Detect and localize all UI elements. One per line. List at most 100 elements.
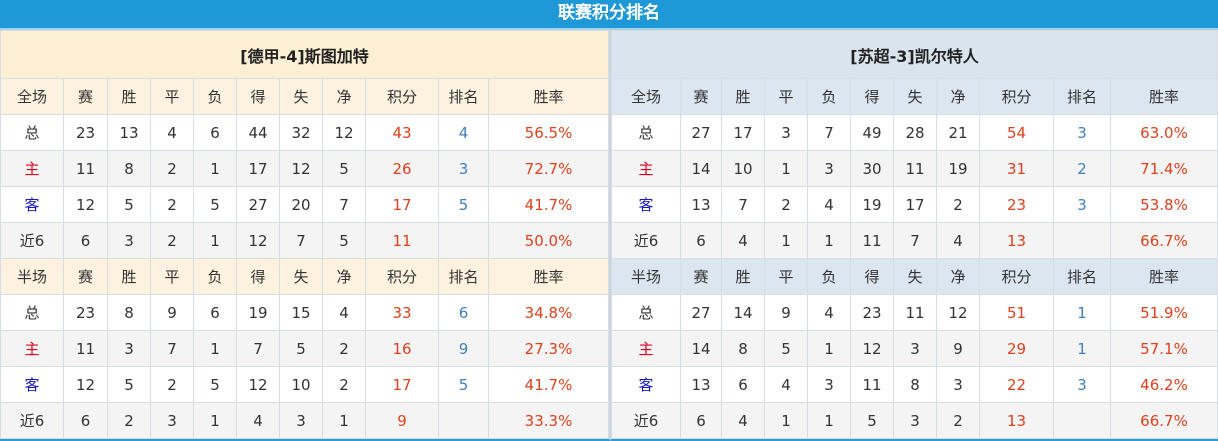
played: 6 [680,222,722,259]
rank: 2 [1053,150,1111,187]
goals-against: 20 [279,186,323,223]
row-label: 客 [0,366,64,403]
header-wins: 胜 [107,258,151,295]
win-rate: 71.4% [1110,150,1218,187]
draws: 1 [764,402,808,439]
header-goals-for: 得 [236,258,280,295]
draws: 1 [764,222,808,259]
table-row: 近6 6 4 1 1 11 7 4 13 66.7% [611,222,1218,259]
header-goal-diff: 净 [936,258,980,295]
points: 13 [979,402,1054,439]
header-points: 积分 [365,78,439,115]
header-wins: 胜 [107,78,151,115]
goals-against: 17 [893,186,937,223]
table-row: 总 23 13 4 6 44 32 12 43 4 56.5% [0,114,609,151]
rank [1053,402,1111,439]
draws: 2 [150,186,194,223]
header-points: 积分 [365,258,439,295]
header-win-rate: 胜率 [1110,78,1218,115]
draws: 2 [150,366,194,403]
team-name: [苏超-3]凯尔特人 [611,30,1218,79]
draws: 2 [150,222,194,259]
header-row-label: 半场 [0,258,64,295]
table-row: 客 12 5 2 5 27 20 7 17 5 41.7% [0,186,609,223]
draws: 7 [150,330,194,367]
table-row: 近6 6 3 2 1 12 7 5 11 50.0% [0,222,609,259]
header-points: 积分 [979,78,1054,115]
row-label: 近6 [0,402,64,439]
table-row: 主 11 8 2 1 17 12 5 26 3 72.7% [0,150,609,187]
points: 54 [979,114,1054,151]
rank: 3 [1053,366,1111,403]
draws: 5 [764,330,808,367]
goals-for: 11 [850,366,894,403]
losses: 1 [193,330,237,367]
goal-diff: 12 [936,294,980,331]
column-header-row: 半场赛胜平负得失净积分 排名 胜率 [611,258,1218,295]
goals-for: 4 [236,402,280,439]
goals-against: 15 [279,294,323,331]
column-header-row: 半场赛胜平负得失净积分 排名 胜率 [0,258,609,295]
goals-against: 3 [279,402,323,439]
goals-for: 27 [236,186,280,223]
goals-for: 19 [236,294,280,331]
header-rank: 排名 [438,258,489,295]
rank: 3 [1053,114,1111,151]
header-played: 赛 [680,258,722,295]
wins: 7 [721,186,765,223]
goal-diff: 5 [322,150,366,187]
header-win-rate: 胜率 [1110,258,1218,295]
wins: 13 [107,114,151,151]
goals-against: 7 [279,222,323,259]
wins: 5 [107,366,151,403]
win-rate: 41.7% [488,366,609,403]
row-label: 主 [611,150,681,187]
table-row: 主 14 10 1 3 30 11 19 31 2 71.4% [611,150,1218,187]
header-goal-diff: 净 [322,78,366,115]
win-rate: 33.3% [488,402,609,439]
draws: 9 [764,294,808,331]
goals-against: 32 [279,114,323,151]
losses: 1 [193,402,237,439]
draws: 1 [764,150,808,187]
win-rate: 27.3% [488,330,609,367]
goals-against: 12 [279,150,323,187]
header-win-rate: 胜率 [488,78,609,115]
points: 31 [979,150,1054,187]
header-row-label: 全场 [611,78,681,115]
wins: 8 [721,330,765,367]
header-losses: 负 [807,78,851,115]
table-row: 总 23 8 9 6 19 15 4 33 6 34.8% [0,294,609,331]
losses: 6 [193,114,237,151]
page-title: 联赛积分排名 [0,0,1218,30]
losses: 6 [193,294,237,331]
rank: 5 [438,366,489,403]
team-name: [德甲-4]斯图加特 [0,30,609,79]
row-label: 主 [0,330,64,367]
losses: 1 [807,222,851,259]
row-label: 近6 [611,222,681,259]
header-goals-against: 失 [893,78,937,115]
header-win-rate: 胜率 [488,258,609,295]
header-played: 赛 [63,78,108,115]
goals-against: 8 [893,366,937,403]
wins: 14 [721,294,765,331]
played: 6 [63,222,108,259]
losses: 3 [807,366,851,403]
row-label: 主 [0,150,64,187]
points: 33 [365,294,439,331]
header-rank: 排名 [1053,78,1111,115]
header-row-label: 半场 [611,258,681,295]
row-label: 近6 [0,222,64,259]
header-rank: 排名 [438,78,489,115]
played: 14 [680,330,722,367]
table-row: 主 14 8 5 1 12 3 9 29 1 57.1% [611,330,1218,367]
played: 11 [63,330,108,367]
losses: 7 [807,114,851,151]
played: 13 [680,186,722,223]
draws: 2 [150,150,194,187]
played: 6 [680,402,722,439]
losses: 5 [193,366,237,403]
rank [438,402,489,439]
goal-diff: 2 [936,186,980,223]
